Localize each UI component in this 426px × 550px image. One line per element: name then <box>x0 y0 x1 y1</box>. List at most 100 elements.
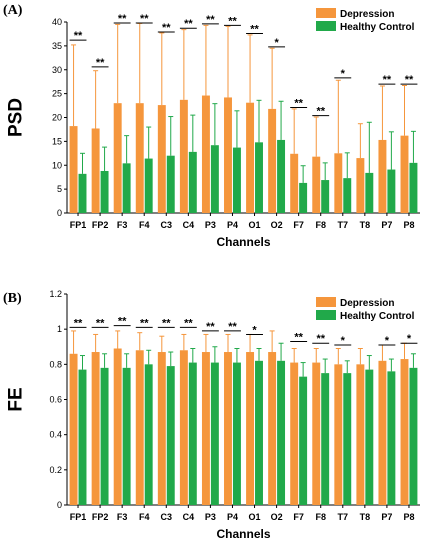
bar-healthy-control <box>166 155 175 213</box>
x-tick-label: T8 <box>360 512 371 522</box>
x-tick-label: F8 <box>315 220 326 230</box>
bar-healthy-control <box>343 373 352 505</box>
y-tick-label: 35 <box>52 41 62 51</box>
y-tick-label: 0.6 <box>49 395 62 405</box>
y-tick-label: 0 <box>57 500 62 510</box>
bar-healthy-control <box>232 362 241 505</box>
x-tick-label: P4 <box>227 220 238 230</box>
significance-marker: ** <box>118 316 127 328</box>
bar-depression <box>224 97 232 213</box>
bar-depression <box>356 364 365 505</box>
legend-label-healthy-control: Healthy Control <box>340 311 415 322</box>
x-tick-label: C4 <box>183 512 195 522</box>
bar-depression <box>334 153 343 213</box>
y-tick-label: 0 <box>57 208 62 218</box>
bar-depression <box>201 95 210 213</box>
chart-panel-b: (B)FE00.20.40.60.811.2**FP1**FP2**F3**F4… <box>3 289 420 541</box>
significance-marker: ** <box>140 317 149 329</box>
bar-healthy-control <box>409 162 418 213</box>
legend-swatch-healthy-control <box>316 21 336 31</box>
bar-healthy-control <box>365 369 374 505</box>
x-tick-label: F7 <box>293 220 304 230</box>
x-axis-title: Channels <box>216 527 270 541</box>
x-tick-label: P3 <box>205 512 216 522</box>
y-tick-label: 10 <box>52 160 62 170</box>
x-tick-label: F4 <box>139 220 150 230</box>
bar-healthy-control <box>210 362 219 505</box>
y-tick-label: 25 <box>52 89 62 99</box>
legend: Depression Healthy Control <box>316 8 415 33</box>
bar-depression <box>113 348 122 505</box>
bar-depression <box>268 108 277 213</box>
bar-depression <box>224 352 232 505</box>
x-tick-label: T7 <box>338 220 349 230</box>
y-tick-label: 1 <box>57 324 62 334</box>
significance-marker: ** <box>405 74 414 86</box>
bar-healthy-control <box>188 151 197 213</box>
x-tick-label: P8 <box>403 220 414 230</box>
significance-marker: * <box>341 335 346 347</box>
bar-depression <box>378 139 387 213</box>
significance-marker: ** <box>228 321 237 333</box>
bar-healthy-control <box>299 376 308 505</box>
y-tick-label: 5 <box>57 184 62 194</box>
x-tick-label: FP1 <box>70 512 87 522</box>
legend-label-depression: Depression <box>340 298 394 309</box>
bar-healthy-control <box>78 369 87 505</box>
bar-healthy-control <box>232 147 241 213</box>
bar-healthy-control <box>365 172 374 213</box>
bar-healthy-control <box>100 170 109 213</box>
x-tick-label: T7 <box>338 512 349 522</box>
significance-marker: ** <box>206 14 215 26</box>
significance-marker: * <box>341 68 346 80</box>
bar-depression <box>400 359 409 505</box>
bar-healthy-control <box>144 364 153 505</box>
x-tick-label: P4 <box>227 512 238 522</box>
bar-depression <box>179 99 188 213</box>
y-tick-label: 0.2 <box>49 465 62 475</box>
significance-marker: ** <box>228 15 237 27</box>
x-tick-label: FP2 <box>92 512 109 522</box>
significance-marker: ** <box>74 30 83 42</box>
significance-marker: ** <box>140 13 149 25</box>
bar-healthy-control <box>387 371 396 505</box>
significance-marker: ** <box>96 317 105 329</box>
significance-marker: * <box>252 324 257 336</box>
bar-healthy-control <box>122 367 131 505</box>
x-tick-label: O2 <box>271 512 283 522</box>
bar-depression <box>312 362 321 505</box>
x-axis-title: Channels <box>216 235 270 249</box>
significance-marker: * <box>407 333 412 345</box>
bar-depression <box>69 353 78 505</box>
x-tick-label: FP1 <box>70 220 87 230</box>
x-tick-label: P8 <box>403 512 414 522</box>
bar-healthy-control <box>409 367 418 505</box>
bar-depression <box>91 352 100 505</box>
x-tick-label: P7 <box>381 220 392 230</box>
x-tick-label: P3 <box>205 220 216 230</box>
x-tick-label: C3 <box>161 512 173 522</box>
bar-depression <box>378 360 387 505</box>
chart-panel-a: (A)PSD0510152025303540**FP1**FP2**F3**F4… <box>3 3 420 249</box>
bar-healthy-control <box>255 142 263 213</box>
bar-healthy-control <box>299 182 308 213</box>
legend-label-healthy-control: Healthy Control <box>340 22 415 33</box>
bar-depression <box>312 156 321 213</box>
y-tick-label: 1.2 <box>49 289 62 299</box>
legend-label-depression: Depression <box>340 9 394 20</box>
significance-marker: ** <box>184 317 193 329</box>
bar-healthy-control <box>343 178 352 213</box>
x-tick-label: F7 <box>293 512 304 522</box>
significance-marker: ** <box>316 106 325 118</box>
y-axis-title: PSD <box>6 98 27 137</box>
bar-healthy-control <box>78 173 87 213</box>
x-tick-label: T8 <box>360 220 371 230</box>
bar-healthy-control <box>255 360 263 505</box>
bar-healthy-control <box>321 180 330 213</box>
y-axis-title: FE <box>6 387 27 411</box>
x-tick-label: P7 <box>381 512 392 522</box>
x-tick-label: F4 <box>139 512 150 522</box>
x-tick-label: F3 <box>117 512 128 522</box>
bar-healthy-control <box>100 367 109 505</box>
significance-marker: ** <box>118 13 127 25</box>
